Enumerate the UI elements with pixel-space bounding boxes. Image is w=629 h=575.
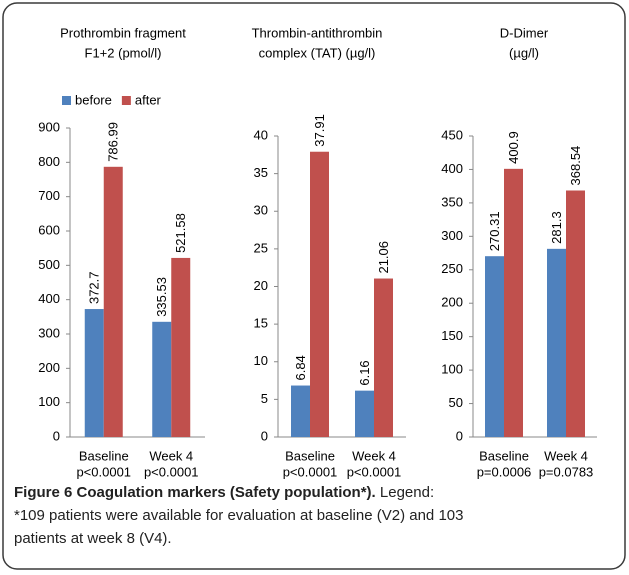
legend-swatch (62, 96, 71, 105)
y-tick-label: 200 (441, 295, 463, 310)
chart-title: Thrombin-antithrombin (252, 25, 383, 40)
y-tick-label: 300 (38, 325, 60, 340)
bar (310, 151, 329, 438)
y-tick-label: 200 (38, 360, 60, 375)
value-label: 521.58 (173, 213, 188, 253)
value-label: 335.53 (154, 277, 169, 317)
value-label: 6.84 (293, 355, 308, 380)
y-tick-label: 10 (254, 353, 268, 368)
y-tick-label: 0 (53, 428, 60, 443)
bar (547, 248, 566, 437)
y-tick-label: 250 (441, 261, 463, 276)
caption-line: patients at week 8 (V4). (14, 530, 172, 547)
value-label: 400.9 (506, 131, 521, 164)
p-value: p<0.0001 (347, 464, 402, 479)
y-tick-label: 0 (456, 428, 463, 443)
value-label: 281.3 (549, 211, 564, 244)
chart-title: D-Dimer (500, 25, 549, 40)
y-tick-label: 300 (441, 228, 463, 243)
y-tick-label: 100 (441, 362, 463, 377)
y-tick-label: 600 (38, 222, 60, 237)
bar (152, 321, 172, 437)
y-tick-label: 30 (254, 203, 268, 218)
bar (566, 190, 585, 437)
y-tick-label: 0 (261, 428, 268, 443)
chart-title: (µg/l) (509, 45, 539, 60)
value-label: 372.7 (87, 271, 102, 304)
y-tick-label: 450 (441, 127, 463, 142)
x-tick-label: Baseline (285, 448, 335, 463)
y-tick-label: 900 (38, 119, 60, 134)
y-tick-label: 150 (441, 328, 463, 343)
y-tick-label: 400 (441, 161, 463, 176)
x-tick-label: Week 4 (352, 448, 396, 463)
p-value: p=0.0006 (477, 464, 532, 479)
frame (2, 2, 626, 570)
caption-line: *109 patients were available for evaluat… (14, 507, 463, 524)
bar (84, 309, 104, 437)
y-tick-label: 700 (38, 188, 60, 203)
x-tick-label: Baseline (479, 448, 529, 463)
bar (485, 256, 504, 437)
p-value: p<0.0001 (283, 464, 338, 479)
value-label: 6.16 (357, 360, 372, 385)
bar (291, 385, 310, 437)
x-tick-label: Baseline (79, 448, 129, 463)
legend-label: after (135, 92, 162, 107)
x-tick-label: Week 4 (149, 448, 193, 463)
y-tick-label: 500 (38, 257, 60, 272)
p-value: p<0.0001 (76, 464, 131, 479)
caption-text: Legend: (376, 484, 434, 501)
y-tick-label: 400 (38, 291, 60, 306)
chart-title: F1+2 (pmol/l) (85, 45, 162, 60)
x-tick-label: Week 4 (544, 448, 588, 463)
y-tick-label: 350 (441, 194, 463, 209)
bar (171, 257, 191, 437)
value-label: 786.99 (106, 122, 121, 162)
y-tick-label: 20 (254, 278, 268, 293)
legend-label: before (75, 92, 112, 107)
value-label: 270.31 (487, 211, 502, 251)
caption-line: Figure 6 Coagulation markers (Safety pop… (14, 484, 434, 501)
y-tick-label: 35 (254, 165, 268, 180)
y-tick-label: 5 (261, 391, 268, 406)
bar (103, 166, 123, 437)
legend-swatch (121, 96, 131, 105)
chart-title: Prothrombin fragment (60, 25, 186, 40)
value-label: 368.54 (568, 146, 583, 186)
caption-bold: Figure 6 Coagulation markers (Safety pop… (14, 484, 376, 501)
bar (355, 390, 374, 437)
y-tick-label: 800 (38, 154, 60, 169)
y-tick-label: 15 (254, 316, 268, 331)
bar (504, 168, 523, 437)
p-value: p<0.0001 (144, 464, 199, 479)
value-label: 21.06 (376, 241, 391, 274)
value-label: 37.91 (312, 114, 327, 147)
chart-title: complex (TAT) (µg/l) (259, 45, 376, 60)
y-tick-label: 100 (38, 394, 60, 409)
bar (374, 278, 393, 437)
y-tick-label: 25 (254, 240, 268, 255)
y-tick-label: 40 (254, 127, 268, 142)
y-tick-label: 50 (449, 395, 463, 410)
p-value: p=0.0783 (539, 464, 594, 479)
